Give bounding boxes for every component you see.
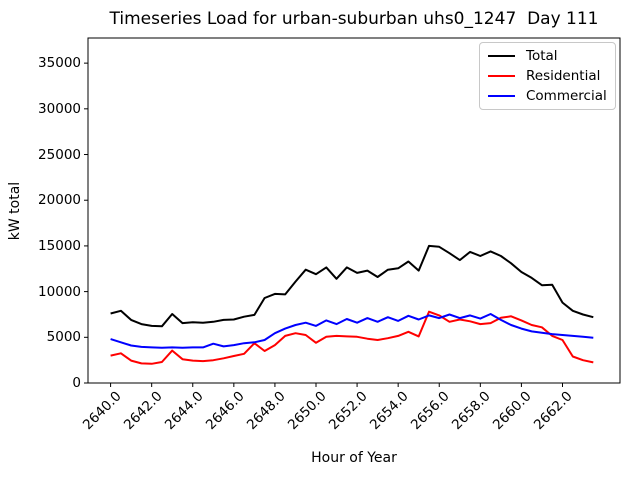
y-tick-label: 30000 [38, 100, 81, 117]
y-tick-label: 35000 [38, 55, 81, 72]
y-tick-label: 20000 [38, 192, 81, 209]
legend-entry-total: Total [480, 47, 615, 64]
legend-line-sample [488, 54, 515, 58]
y-tick-label: 15000 [38, 237, 81, 254]
y-tick-label: 25000 [38, 146, 81, 163]
legend-entry-commercial: Commercial [480, 87, 615, 104]
legend-label: Total [526, 47, 558, 64]
legend-line-sample [488, 74, 515, 78]
plot-border [87, 37, 621, 384]
y-tick-label: 5000 [46, 329, 81, 346]
y-axis-label: kW total [7, 181, 23, 241]
legend: Total Residential Commercial [479, 42, 616, 110]
chart-title: Timeseries Load for urban-suburban uhs0_… [109, 9, 599, 29]
y-tick-label: 0 [72, 375, 81, 391]
x-axis-label: Hour of Year [311, 450, 397, 466]
legend-label: Residential [526, 67, 601, 84]
legend-entry-residential: Residential [480, 67, 615, 84]
legend-line-sample [488, 94, 515, 98]
series-line-total [110, 244, 594, 328]
legend-label: Commercial [526, 87, 607, 104]
y-tick-label: 10000 [38, 283, 81, 300]
series-line-residential [110, 310, 594, 365]
series-line-commercial [110, 313, 594, 349]
